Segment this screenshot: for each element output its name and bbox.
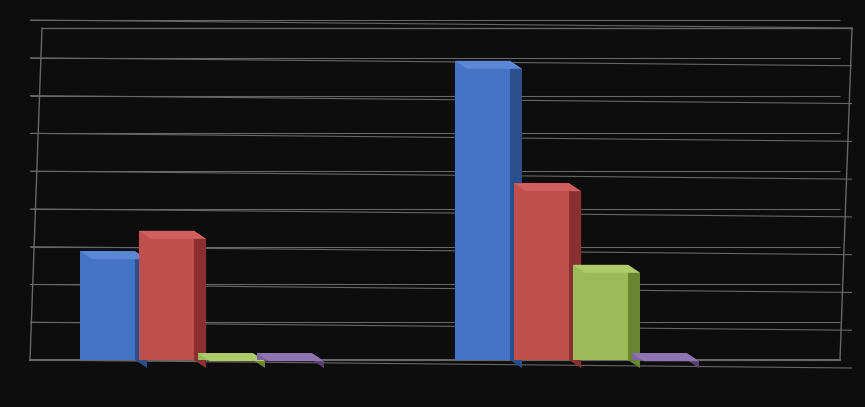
Polygon shape <box>628 265 640 368</box>
Polygon shape <box>514 183 569 360</box>
Polygon shape <box>312 353 324 368</box>
Polygon shape <box>510 61 522 368</box>
Polygon shape <box>514 183 581 191</box>
Polygon shape <box>80 251 135 360</box>
Polygon shape <box>455 61 510 360</box>
Polygon shape <box>194 231 206 368</box>
Polygon shape <box>253 353 265 368</box>
Polygon shape <box>569 183 581 368</box>
Polygon shape <box>135 251 147 368</box>
Polygon shape <box>632 353 687 360</box>
Polygon shape <box>198 353 265 361</box>
Polygon shape <box>257 353 312 360</box>
Polygon shape <box>139 231 194 360</box>
Polygon shape <box>455 61 522 69</box>
Polygon shape <box>198 353 253 360</box>
Polygon shape <box>80 251 147 259</box>
Polygon shape <box>632 353 699 361</box>
Polygon shape <box>687 353 699 368</box>
Polygon shape <box>257 353 324 361</box>
Polygon shape <box>139 231 206 239</box>
Polygon shape <box>573 265 640 273</box>
Polygon shape <box>573 265 628 360</box>
